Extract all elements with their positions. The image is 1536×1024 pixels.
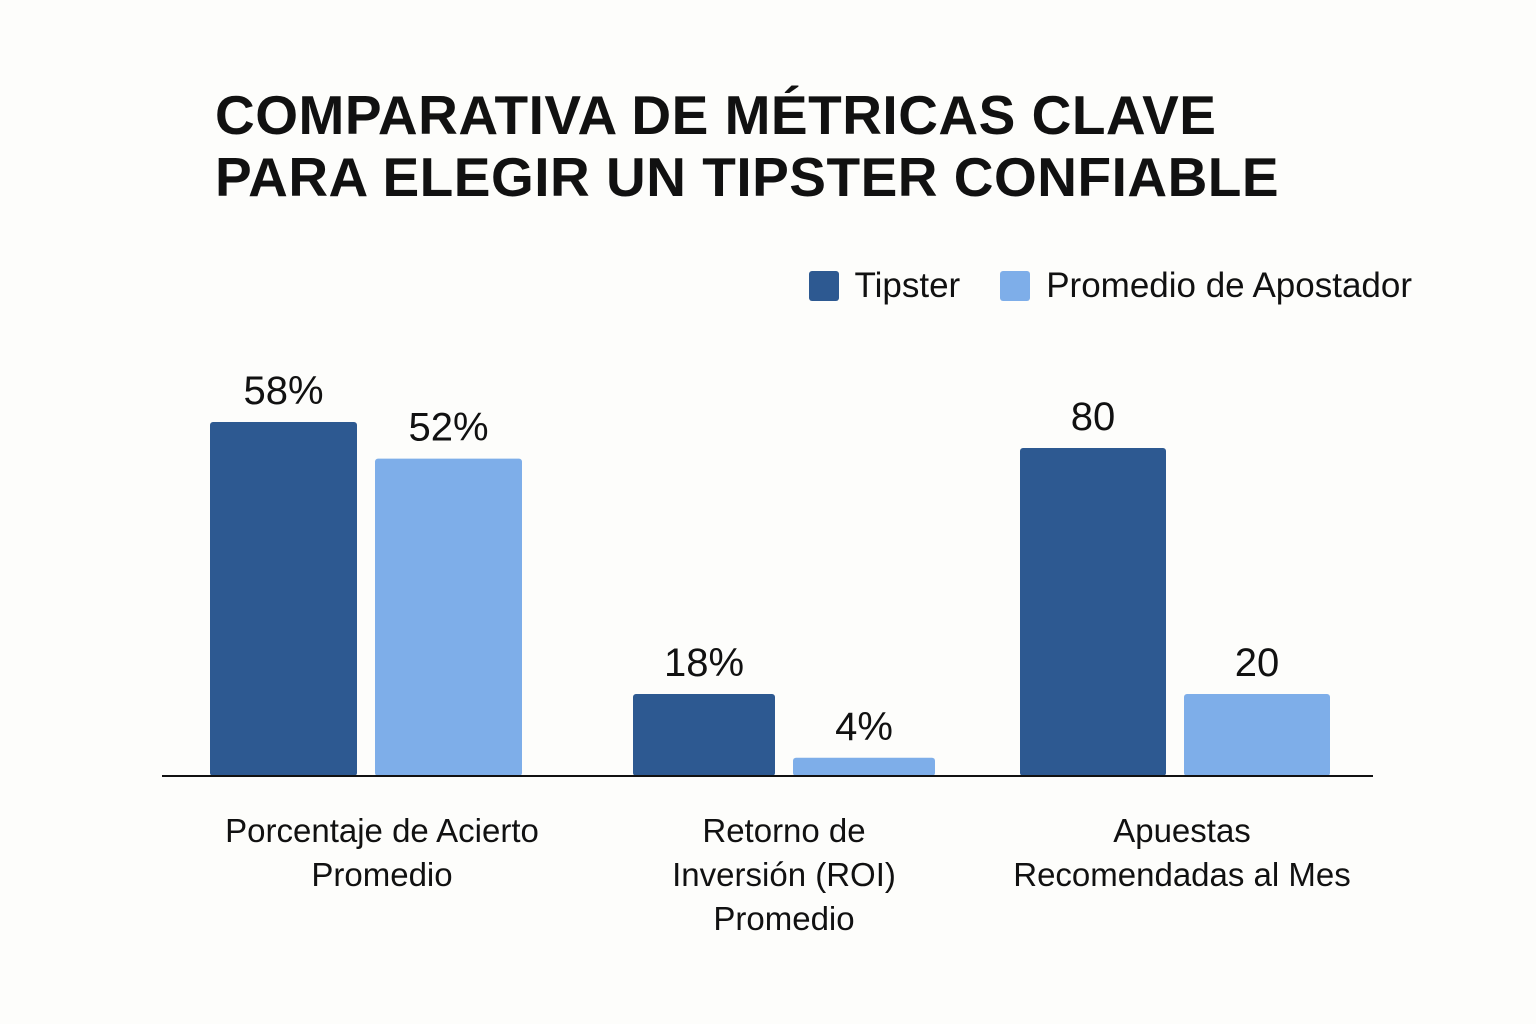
data-label-promedio-apuestas: 20 [1235,641,1280,685]
legend-swatch-tipster [808,271,839,301]
bar-promedio-acierto [375,458,522,776]
legend-label-tipster: Tipster [854,266,961,305]
legend-swatch-promedio [1000,271,1031,301]
chart-title: COMPARATIVA DE MÉTRICAS CLAVE PARA ELEGI… [215,84,1365,208]
chart-title-line-1: COMPARATIVA DE MÉTRICAS CLAVE [215,84,1217,146]
category-label-acierto: Porcentaje de Acierto Promedio [225,812,539,893]
legend-label-promedio: Promedio de Apostador [1046,266,1412,305]
data-label-promedio-roi: 4% [835,705,893,749]
chart-title-line-2: PARA ELEGIR UN TIPSTER CONFIABLE [215,146,1280,208]
legend-item-tipster: Tipster [808,266,961,306]
data-label-tipster-acierto: 58% [243,369,323,413]
category-label-roi: Retorno de Inversión (ROI) Promedio [672,812,896,937]
chart-legend: Tipster Promedio de Apostador [808,266,1412,306]
legend-item-promedio: Promedio de Apostador [1000,266,1412,306]
bar-tipster-roi [633,694,775,776]
bar-tipster-acierto [210,422,357,776]
bar-promedio-roi [793,757,935,776]
category-label-apuestas: Apuestas Recomendadas al Mes [1013,812,1351,893]
bar-promedio-apuestas [1184,694,1330,776]
data-label-tipster-roi: 18% [664,641,744,685]
data-label-tipster-apuestas: 80 [1071,395,1116,439]
data-label-promedio-acierto: 52% [408,406,488,450]
bar-tipster-apuestas [1020,448,1166,776]
